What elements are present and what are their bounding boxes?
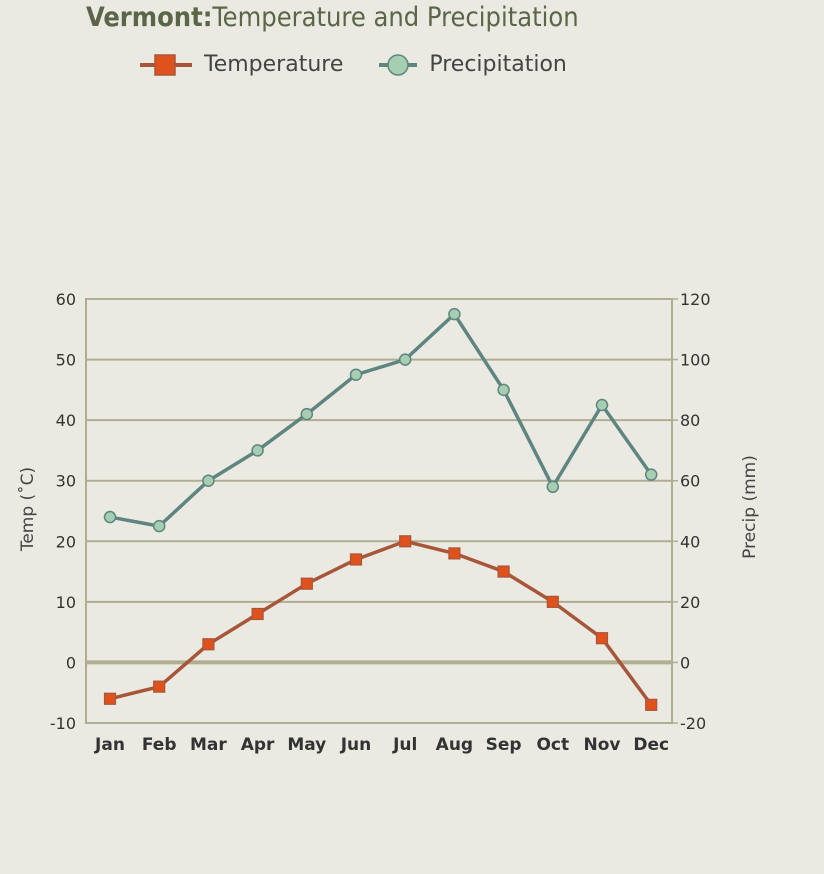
y-tick-label: 50 (56, 351, 76, 370)
precipitation-point (251, 444, 264, 457)
x-tick-label: Jan (94, 735, 125, 755)
y2-tick-label: 40 (680, 532, 700, 551)
x-tick-label: Mar (190, 735, 227, 755)
y-tick-label: 0 (66, 653, 76, 672)
precipitation-point (202, 474, 215, 487)
precipitation-line (109, 312, 653, 528)
temperature-point (546, 595, 559, 608)
plot-frame (85, 298, 673, 724)
temperature-point (103, 692, 117, 705)
legend-label-temperature: Temperature (204, 52, 344, 77)
y2-tick-label: 60 (680, 472, 700, 491)
y-tick-label: 40 (56, 411, 76, 430)
temperature-point (448, 547, 461, 560)
temperature-point (349, 553, 363, 566)
x-tick-label: Feb (142, 735, 177, 755)
x-tick-label: Apr (241, 735, 275, 755)
temperature-point (497, 565, 510, 578)
y2-tick-label: 80 (680, 411, 700, 430)
precipitation-legend-icon (379, 53, 418, 76)
precipitation-point (398, 353, 412, 366)
precipitation-point (546, 480, 560, 494)
temperature-legend-icon (140, 53, 192, 76)
x-tick-label: Jun (340, 735, 372, 755)
chart-title-state: Vermont: (86, 2, 213, 33)
y-tick-label: 60 (56, 290, 76, 309)
y-axis-label: Temp (˚C) (17, 467, 38, 552)
legend-item-temperature: Temperature (138, 52, 343, 77)
x-tick-label: Aug (436, 735, 473, 755)
temperature-point (645, 698, 658, 711)
temperature-point (300, 577, 313, 590)
precipitation-point (497, 383, 510, 397)
precipitation-point (300, 407, 314, 421)
y2-tick-label: 20 (680, 593, 700, 612)
temperature-point (251, 607, 264, 621)
precipitation-point (349, 368, 363, 381)
y-tick-label: 10 (56, 593, 76, 612)
chart-title-text: Temperature and Precipitation (212, 2, 579, 33)
y-tick-label: 30 (56, 472, 76, 491)
chart-title: Vermont:Temperature and Precipitation (86, 2, 579, 33)
temperature-point (595, 632, 609, 645)
precipitation-point (103, 510, 117, 524)
y2-tick-label: 100 (680, 351, 711, 370)
y2-tick-label: -20 (680, 714, 706, 733)
y-tick-label: 20 (56, 532, 76, 551)
data-series (103, 307, 658, 711)
x-tick-label: Sep (486, 735, 522, 755)
precipitation-point (644, 468, 658, 481)
precipitation-point (448, 307, 461, 321)
y2-tick-label: 0 (680, 653, 690, 672)
x-tick-label: Nov (584, 735, 621, 755)
x-tick-label: Jul (392, 735, 417, 755)
precipitation-point (595, 398, 609, 412)
x-tick-label: Oct (536, 735, 569, 755)
axes (85, 298, 678, 724)
grid-lines (86, 358, 672, 665)
temperature-line (109, 539, 653, 706)
temperature-point (399, 535, 412, 548)
x-tick-label: Dec (633, 735, 669, 755)
legend-item-precipitation: Precipitation (377, 52, 567, 77)
chart-legend: Temperature Precipitation (138, 52, 567, 77)
precipitation-point (152, 519, 166, 533)
x-tick-label: May (287, 735, 326, 755)
y-tick-label: -10 (50, 714, 76, 733)
temperature-point (202, 638, 215, 651)
y2-axis-label: Precip (mm) (740, 455, 760, 559)
y2-tick-label: 120 (680, 290, 711, 309)
temperature-point (153, 680, 166, 693)
legend-label-precipitation: Precipitation (429, 52, 567, 77)
